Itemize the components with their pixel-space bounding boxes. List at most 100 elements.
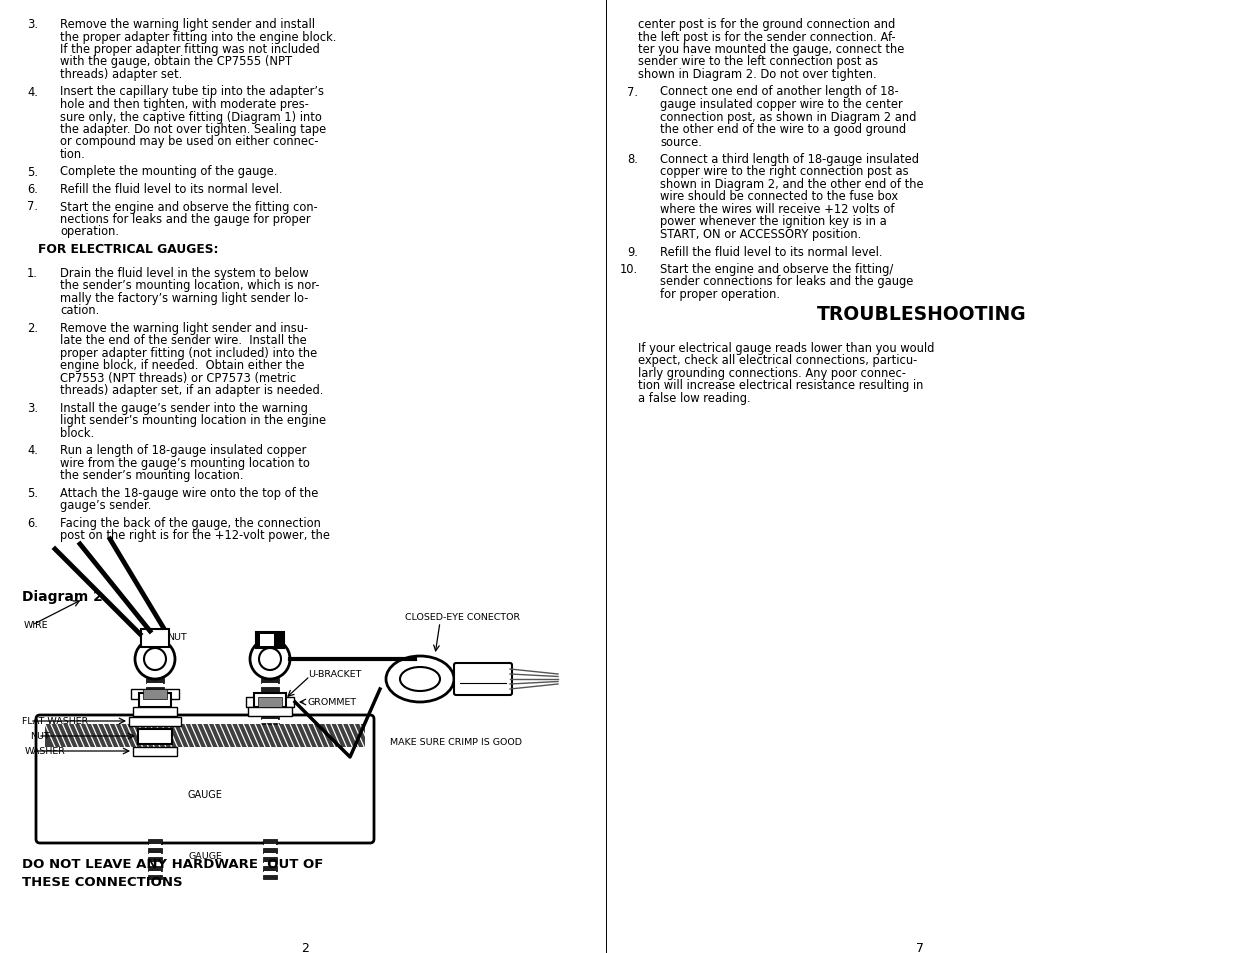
- Bar: [263, 866, 277, 871]
- Bar: [148, 866, 162, 871]
- Bar: [141, 629, 169, 647]
- Text: post on the right is for the +12-volt power, the: post on the right is for the +12-volt po…: [61, 529, 330, 541]
- Bar: [261, 697, 279, 701]
- Text: shown in Diagram 2. Do not over tighten.: shown in Diagram 2. Do not over tighten.: [638, 68, 877, 81]
- Text: where the wires will receive +12 volts of: where the wires will receive +12 volts o…: [659, 203, 894, 215]
- Bar: [261, 635, 274, 646]
- Bar: [131, 689, 179, 700]
- Bar: [262, 710, 278, 714]
- Bar: [261, 669, 279, 674]
- Text: Start the engine and observe the fitting/: Start the engine and observe the fitting…: [659, 263, 893, 275]
- Bar: [263, 848, 277, 853]
- Text: sender connections for leaks and the gauge: sender connections for leaks and the gau…: [659, 275, 914, 288]
- Bar: [149, 853, 161, 857]
- Bar: [263, 840, 277, 844]
- Bar: [148, 875, 162, 879]
- Text: the other end of the wire to a good ground: the other end of the wire to a good grou…: [659, 123, 906, 136]
- Bar: [147, 710, 163, 714]
- Bar: [147, 720, 163, 723]
- Bar: [261, 723, 279, 724]
- Bar: [133, 747, 177, 757]
- Circle shape: [259, 648, 282, 670]
- Text: gauge insulated copper wire to the center: gauge insulated copper wire to the cente…: [659, 98, 903, 111]
- Bar: [44, 724, 366, 747]
- Bar: [147, 701, 163, 705]
- Bar: [264, 862, 275, 866]
- Text: FLAT WASHER: FLAT WASHER: [22, 717, 88, 726]
- Text: NUT: NUT: [30, 732, 49, 740]
- Text: Drain the fluid level in the system to below: Drain the fluid level in the system to b…: [61, 267, 309, 279]
- Bar: [146, 697, 164, 701]
- Text: 10.: 10.: [620, 263, 638, 275]
- Text: 1.: 1.: [27, 267, 38, 279]
- Bar: [256, 633, 284, 648]
- Text: the adapter. Do not over tighten. Sealing tape: the adapter. Do not over tighten. Sealin…: [61, 123, 326, 136]
- Text: 6.: 6.: [27, 183, 38, 195]
- Text: the left post is for the sender connection. Af-: the left post is for the sender connecti…: [638, 30, 895, 44]
- Text: If your electrical gauge reads lower than you would: If your electrical gauge reads lower tha…: [638, 341, 935, 355]
- Bar: [133, 707, 177, 717]
- Text: 6.: 6.: [27, 517, 38, 529]
- Text: Connect one end of another length of 18-: Connect one end of another length of 18-: [659, 86, 899, 98]
- Bar: [146, 669, 164, 674]
- Bar: [261, 679, 279, 683]
- Text: Connect a third length of 18-gauge insulated: Connect a third length of 18-gauge insul…: [659, 152, 919, 166]
- Text: center post is for the ground connection and: center post is for the ground connection…: [638, 18, 895, 30]
- Text: CP7553 (NPT threads) or CP7573 (metric: CP7553 (NPT threads) or CP7573 (metric: [61, 372, 296, 384]
- Bar: [146, 705, 164, 710]
- Bar: [246, 698, 294, 707]
- Text: for proper operation.: for proper operation.: [659, 288, 781, 301]
- Bar: [146, 714, 164, 720]
- Text: expect, check all electrical connections, particu-: expect, check all electrical connections…: [638, 354, 918, 367]
- Bar: [254, 693, 287, 707]
- Bar: [264, 871, 275, 875]
- Text: NUT: NUT: [167, 633, 186, 641]
- Bar: [262, 683, 278, 687]
- Text: 9.: 9.: [627, 245, 638, 258]
- Text: 3.: 3.: [27, 401, 38, 415]
- Bar: [147, 683, 163, 687]
- Text: gauge’s sender.: gauge’s sender.: [61, 498, 152, 512]
- Text: WIRE: WIRE: [23, 620, 48, 630]
- Text: wire should be connected to the fuse box: wire should be connected to the fuse box: [659, 191, 898, 203]
- Text: sender wire to the left connection post as: sender wire to the left connection post …: [638, 55, 878, 69]
- Text: shown in Diagram 2, and the other end of the: shown in Diagram 2, and the other end of…: [659, 178, 924, 191]
- Bar: [262, 701, 278, 705]
- Text: MAKE SURE CRIMP IS GOOD: MAKE SURE CRIMP IS GOOD: [390, 738, 522, 746]
- Text: operation.: operation.: [61, 225, 119, 238]
- Bar: [263, 875, 277, 879]
- Text: U-BRACKET: U-BRACKET: [308, 670, 362, 679]
- Text: the proper adapter fitting into the engine block.: the proper adapter fitting into the engi…: [61, 30, 336, 44]
- Text: 7: 7: [916, 941, 924, 953]
- Text: light sender’s mounting location in the engine: light sender’s mounting location in the …: [61, 414, 326, 427]
- Text: connection post, as shown in Diagram 2 and: connection post, as shown in Diagram 2 a…: [659, 111, 916, 123]
- Bar: [261, 714, 279, 720]
- Bar: [264, 853, 275, 857]
- Text: block.: block.: [61, 426, 94, 439]
- Text: Complete the mounting of the gauge.: Complete the mounting of the gauge.: [61, 165, 278, 178]
- Text: GAUGE: GAUGE: [188, 789, 222, 800]
- Text: Install the gauge’s sender into the warning: Install the gauge’s sender into the warn…: [61, 401, 308, 415]
- Text: Run a length of 18-gauge insulated copper: Run a length of 18-gauge insulated coppe…: [61, 444, 306, 456]
- Text: the sender’s mounting location, which is nor-: the sender’s mounting location, which is…: [61, 279, 320, 292]
- Ellipse shape: [400, 667, 440, 691]
- Text: Diagram 2: Diagram 2: [22, 589, 103, 603]
- FancyBboxPatch shape: [454, 663, 513, 696]
- Circle shape: [249, 639, 290, 679]
- Text: cation.: cation.: [61, 304, 99, 317]
- Text: GROMMET: GROMMET: [308, 698, 357, 707]
- Text: tion will increase electrical resistance resulting in: tion will increase electrical resistance…: [638, 379, 924, 392]
- Text: threads) adapter set.: threads) adapter set.: [61, 68, 183, 81]
- Bar: [261, 687, 279, 692]
- Ellipse shape: [387, 657, 454, 702]
- Text: FOR ELECTRICAL GAUGES:: FOR ELECTRICAL GAUGES:: [38, 243, 219, 255]
- Bar: [143, 689, 167, 700]
- Text: GAUGE: GAUGE: [188, 851, 222, 861]
- Text: the sender’s mounting location.: the sender’s mounting location.: [61, 469, 243, 482]
- Bar: [146, 723, 164, 724]
- Text: Remove the warning light sender and insu-: Remove the warning light sender and insu…: [61, 321, 308, 335]
- Text: 2.: 2.: [27, 321, 38, 335]
- Text: DO NOT LEAVE ANY HARDWARE  OUT OF
THESE CONNECTIONS: DO NOT LEAVE ANY HARDWARE OUT OF THESE C…: [22, 857, 324, 888]
- Bar: [149, 862, 161, 866]
- Text: WASHER: WASHER: [25, 747, 65, 756]
